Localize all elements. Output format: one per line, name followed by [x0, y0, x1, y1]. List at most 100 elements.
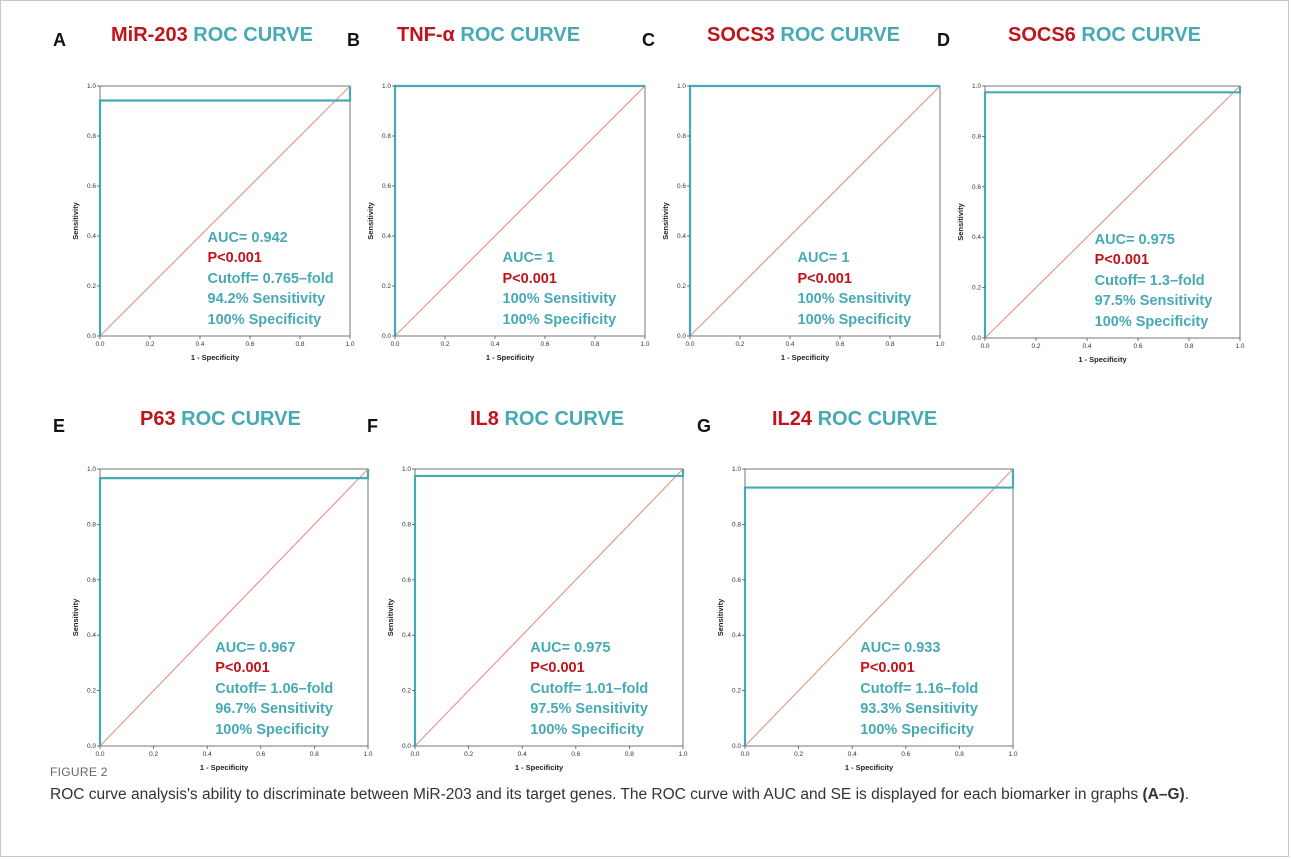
annotation-block: AUC= 0.942 P<0.001 Cutoff= 0.765–fold 94.2%…	[208, 228, 334, 331]
y-tick-label: 1.0	[972, 83, 981, 90]
roc-panel-d: D SOCS6 ROC CURVE 0.0 0.2 0.4 0.6 0.8 1.0 0.0 0.2…	[937, 22, 1250, 364]
panel-letter: D	[937, 30, 950, 50]
y-tick-label: 0.8	[972, 133, 981, 140]
x-tick-label: 0.2	[464, 751, 473, 758]
x-tick-label: 0.2	[794, 751, 803, 758]
annotation-line: AUC= 0.967	[215, 639, 296, 656]
x-axis-label: 1 - Specificity	[486, 353, 535, 362]
x-tick-label: 0.8	[590, 341, 599, 348]
y-tick-label: 0.0	[402, 743, 411, 750]
y-tick-label: 0.4	[677, 233, 686, 240]
p-value-text: P<0.001	[502, 270, 557, 287]
roc-curve-label: ROC CURVE	[193, 24, 313, 46]
annotation-block: AUC= 0.975 P<0.001 Cutoff= 1.01–fold 97.5% …	[530, 638, 648, 741]
annotation-block: AUC= 0.933 P<0.001 Cutoff= 1.16–fold 93.3% …	[860, 638, 978, 741]
x-tick-label: 0.6	[1133, 343, 1142, 350]
y-tick-label: 0.6	[382, 183, 391, 190]
roc-curve-label: ROC CURVE	[504, 408, 625, 430]
y-axis-label: Sensitivity	[956, 202, 965, 240]
x-tick-label: 0.8	[885, 341, 894, 348]
x-axis-label: 1 - Specificity	[845, 763, 894, 772]
x-tick-label: 0.8	[310, 751, 319, 758]
roc-curve-label: ROC CURVE	[817, 408, 938, 430]
panel-title: MiR-203 ROC CURVE	[111, 24, 313, 47]
y-tick-label: 0.8	[677, 133, 686, 140]
reference-line	[394, 85, 646, 337]
gene-name: MiR-203	[111, 24, 188, 46]
annotation-line: Cutoff= 0.765–fold	[207, 270, 334, 287]
roc-line	[983, 86, 1242, 338]
roc-line	[98, 86, 352, 336]
roc-chart: 0.0 0.2 0.4 0.6 0.8 1.0 0.0 0.2 0.4 0.6 0.8 1.0 1 - …	[956, 83, 1245, 364]
p-value-text: P<0.001	[207, 250, 262, 266]
annotation-block: AUC= 0.967 P<0.001 Cutoff= 1.06–fold 96.7% …	[215, 638, 333, 741]
y-tick-label: 0.2	[382, 283, 391, 290]
y-axis-label: Sensitivity	[661, 201, 670, 239]
annotation-line: 100% Specificity	[207, 311, 322, 328]
y-tick-label: 0.2	[732, 688, 741, 695]
x-tick-label: 1.0	[345, 341, 354, 348]
panel-title: IL24 ROC CURVE	[772, 408, 937, 431]
y-tick-label: 1.0	[87, 466, 96, 473]
x-axis-label: 1 - Specificity	[781, 353, 830, 362]
x-tick-label: 0.8	[955, 751, 964, 758]
annotation-line: 97.5% Sensitivity	[1094, 293, 1213, 309]
x-tick-label: 0.0	[410, 751, 419, 758]
x-tick-label: 1.0	[1008, 751, 1017, 758]
gene-name: P63	[140, 408, 176, 430]
gene-name: IL8	[470, 408, 499, 430]
x-tick-label: 0.8	[295, 341, 304, 348]
y-axis-label: Sensitivity	[366, 201, 375, 239]
roc-panel-c: C SOCS3 ROC CURVE 0.0 0.2 0.4 0.6 0.8 1.0 0.0 0.2…	[642, 22, 950, 362]
roc-line	[413, 469, 685, 746]
x-tick-label: 0.4	[195, 341, 204, 348]
x-axis-label: 1 - Specificity	[1078, 355, 1127, 364]
annotation-block: AUC= 1 P<0.001 100% Sensitivity 100% Specif…	[503, 248, 617, 330]
gene-name: SOCS6	[1008, 24, 1076, 46]
y-tick-label: 0.0	[972, 335, 981, 342]
y-tick-label: 0.2	[87, 283, 96, 290]
reference-line	[744, 468, 1014, 747]
x-tick-label: 0.0	[95, 751, 104, 758]
roc-chart: 0.0 0.2 0.4 0.6 0.8 1.0 0.0 0.2 0.4 0.6 0.8 1.0 1 - …	[716, 466, 1018, 772]
y-tick-label: 0.2	[677, 283, 686, 290]
annotation-line: AUC= 0.933	[860, 639, 941, 656]
y-tick-label: 0.0	[382, 333, 391, 340]
annotation-line: 100% Specificity	[1094, 313, 1209, 330]
x-tick-label: 0.0	[390, 341, 399, 348]
annotation-line: 100% Specificity	[215, 721, 329, 738]
annotation-line: 100% Specificity	[860, 721, 974, 738]
x-tick-label: 0.2	[735, 341, 744, 348]
y-tick-label: 0.6	[87, 183, 96, 190]
panel-title: IL8 ROC CURVE	[470, 408, 624, 431]
panel-letter: E	[53, 416, 66, 436]
x-tick-label: 0.6	[245, 341, 254, 348]
annotation-line: AUC= 0.975	[1094, 231, 1175, 248]
x-tick-label: 0.0	[95, 341, 104, 348]
annotation-line: Cutoff= 1.06–fold	[215, 680, 334, 697]
y-tick-label: 0.8	[87, 133, 96, 140]
annotation-line: 100% Sensitivity	[797, 291, 912, 307]
y-tick-label: 0.0	[87, 333, 96, 340]
gene-name: TNF-α	[397, 24, 455, 46]
roc-line	[98, 469, 370, 746]
x-tick-label: 0.2	[149, 751, 158, 758]
x-tick-label: 0.8	[625, 751, 634, 758]
panel-title: TNF-α ROC CURVE	[397, 24, 580, 47]
y-tick-label: 0.2	[972, 285, 981, 292]
y-tick-label: 0.8	[382, 133, 391, 140]
y-axis-label: Sensitivity	[71, 598, 80, 636]
x-tick-label: 0.6	[571, 751, 580, 758]
roc-chart: 0.0 0.2 0.4 0.6 0.8 1.0 0.0 0.2 0.4 0.6 0.8 1.0 1 - …	[71, 466, 373, 772]
reference-line	[99, 468, 369, 747]
x-tick-label: 1.0	[640, 341, 649, 348]
y-tick-label: 0.4	[87, 632, 96, 639]
x-axis-label: 1 - Specificity	[515, 763, 564, 772]
panel-letter: A	[53, 30, 66, 50]
caption-text: ROC curve analysis's ability to discrimi…	[50, 786, 1143, 803]
x-tick-label: 1.0	[363, 751, 372, 758]
y-tick-label: 0.4	[382, 233, 391, 240]
gene-name: IL24	[772, 408, 813, 430]
y-tick-label: 1.0	[732, 466, 741, 473]
